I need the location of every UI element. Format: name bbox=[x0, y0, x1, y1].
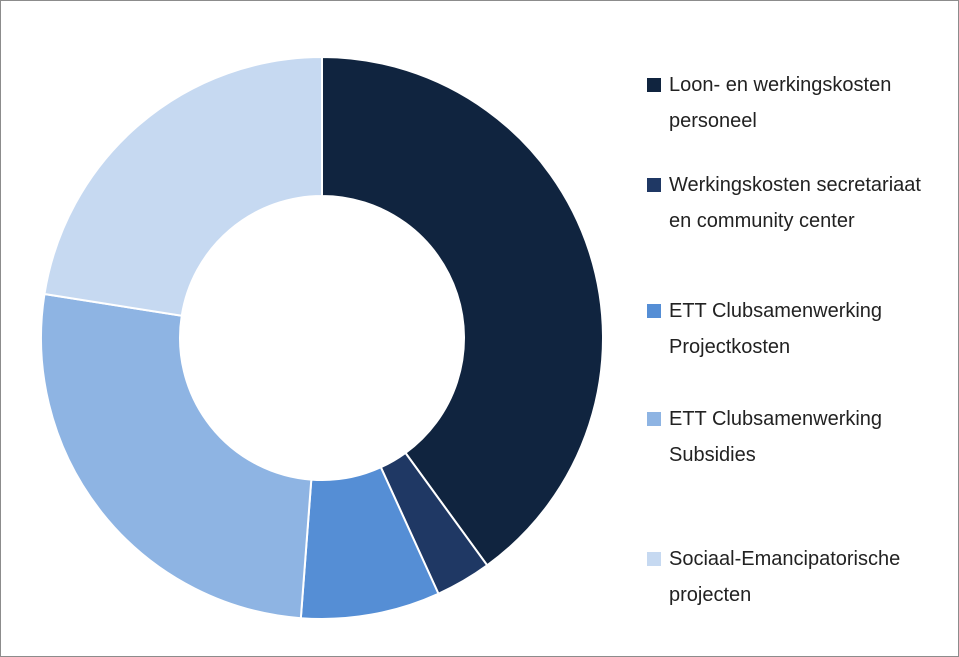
legend-item: Werkingskosten secretariaat en community… bbox=[647, 167, 947, 239]
legend-swatch bbox=[647, 78, 661, 92]
donut-segment bbox=[321, 55, 604, 567]
legend-label: Werkingskosten secretariaat en community… bbox=[669, 174, 921, 232]
legend-swatch bbox=[647, 552, 661, 566]
legend-label: Sociaal-Emancipatorische projecten bbox=[669, 548, 901, 606]
legend-label: Loon- en werkingskosten personeel bbox=[669, 74, 892, 132]
legend-item: Loon- en werkingskosten personeel bbox=[647, 67, 947, 139]
legend-swatch bbox=[647, 178, 661, 192]
legend-item: ETT Clubsamenwerking Projectkosten bbox=[647, 293, 947, 365]
legend-swatch bbox=[647, 304, 661, 318]
legend-swatch bbox=[647, 412, 661, 426]
legend-item: Sociaal-Emancipatorische projecten bbox=[647, 541, 947, 613]
legend-item: ETT Clubsamenwerking Subsidies bbox=[647, 401, 947, 473]
legend-label: ETT Clubsamenwerking Projectkosten bbox=[669, 300, 883, 358]
legend-label: ETT Clubsamenwerking Subsidies bbox=[669, 408, 883, 466]
donut-segment bbox=[40, 292, 313, 620]
donut-segment bbox=[43, 55, 323, 317]
